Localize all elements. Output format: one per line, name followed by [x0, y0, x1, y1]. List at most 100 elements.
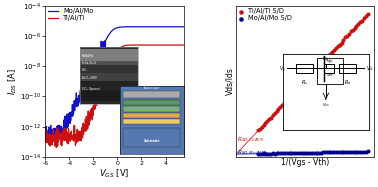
Text: $R_{SD,Mo/Al/Mo}$: $R_{SD,Mo/Al/Mo}$	[237, 149, 270, 157]
Mo/Al/Mo S/D	[309, 151, 315, 154]
Ti/Al/Ti S/D	[327, 53, 333, 56]
Ti/Al/Ti S/D	[311, 70, 317, 73]
Ti/Al/Ti S/D	[353, 25, 359, 28]
Mo/Al/Mo S/D	[353, 150, 359, 153]
Mo/Al/Mo S/D	[272, 152, 278, 155]
Ti/Al/Ti	[127, 44, 132, 46]
Mo/Al/Mo S/D	[281, 152, 287, 155]
Ti/Al/Ti S/D	[279, 104, 285, 107]
Mo/Al/Mo S/D	[331, 151, 337, 154]
Mo/Al/Mo S/D	[357, 150, 363, 153]
Ti/Al/Ti	[162, 44, 167, 46]
Y-axis label: Vds/Ids: Vds/Ids	[226, 67, 235, 95]
Ti/Al/Ti S/D	[281, 102, 287, 105]
Mo/Al/Mo S/D	[335, 151, 341, 154]
Ti/Al/Ti S/D	[292, 89, 298, 92]
Mo/Al/Mo S/D	[262, 152, 268, 155]
Mo/Al/Mo S/D	[290, 152, 296, 155]
Legend: Ti/Al/Ti S/D, Mo/Al/Mo S/D: Ti/Al/Ti S/D, Mo/Al/Mo S/D	[238, 8, 293, 22]
Mo/Al/Mo S/D	[316, 151, 322, 154]
Mo/Al/Mo	[131, 26, 136, 28]
Mo/Al/Mo S/D	[339, 151, 345, 154]
Ti/Al/Ti S/D	[322, 59, 328, 62]
Mo/Al/Mo S/D	[296, 151, 302, 154]
Mo/Al/Mo S/D	[303, 151, 309, 154]
Mo/Al/Mo	[162, 26, 167, 28]
Ti/Al/Ti S/D	[325, 53, 332, 56]
Ti/Al/Ti S/D	[318, 63, 324, 66]
Ti/Al/Ti S/D	[314, 67, 321, 70]
Ti/Al/Ti S/D	[259, 125, 265, 128]
Mo/Al/Mo S/D	[264, 152, 270, 155]
Ti/Al/Ti S/D	[301, 81, 307, 84]
Ti/Al/Ti S/D	[298, 83, 304, 86]
Ti/Al/Ti S/D	[348, 30, 354, 33]
Mo/Al/Mo S/D	[365, 150, 371, 153]
Mo/Al/Mo S/D	[301, 151, 307, 154]
Mo/Al/Mo S/D	[348, 150, 354, 153]
Mo/Al/Mo S/D	[299, 151, 305, 154]
Mo/Al/Mo S/D	[270, 152, 276, 155]
Mo/Al/Mo S/D	[255, 152, 261, 155]
Legend: Mo/Al/Mo, Ti/Al/Ti: Mo/Al/Mo, Ti/Al/Ti	[47, 8, 94, 22]
Ti/Al/Ti S/D	[285, 98, 291, 101]
Ti/Al/Ti	[148, 44, 153, 46]
Mo/Al/Mo S/D	[305, 151, 311, 154]
Ti/Al/Ti S/D	[316, 64, 322, 67]
Ti/Al/Ti S/D	[329, 50, 335, 53]
Ti/Al/Ti S/D	[339, 41, 345, 44]
Mo/Al/Mo S/D	[259, 152, 265, 155]
Mo/Al/Mo S/D	[276, 152, 282, 155]
Mo/Al/Mo S/D	[268, 152, 274, 155]
Ti/Al/Ti S/D	[320, 61, 326, 64]
Ti/Al/Ti S/D	[307, 74, 313, 77]
Ti/Al/Ti S/D	[268, 116, 274, 119]
Ti/Al/Ti S/D	[346, 33, 352, 36]
Ti/Al/Ti S/D	[287, 96, 293, 99]
Ti/Al/Ti	[43, 140, 48, 142]
Ti/Al/Ti S/D	[294, 88, 300, 91]
Ti/Al/Ti	[51, 134, 56, 136]
Mo/Al/Mo S/D	[260, 152, 266, 155]
Mo/Al/Mo S/D	[344, 150, 350, 153]
Ti/Al/Ti S/D	[257, 128, 263, 131]
Mo/Al/Mo S/D	[277, 152, 283, 155]
Mo/Al/Mo	[148, 26, 153, 28]
Mo/Al/Mo	[127, 26, 132, 28]
Ti/Al/Ti S/D	[324, 56, 330, 59]
Mo/Al/Mo S/D	[342, 151, 349, 154]
Ti/Al/Ti S/D	[266, 117, 272, 120]
Mo/Al/Mo S/D	[329, 151, 335, 154]
Mo/Al/Mo S/D	[350, 150, 356, 153]
Text: $R_{SD,Ti/Al/Ti}$: $R_{SD,Ti/Al/Ti}$	[237, 136, 265, 144]
Ti/Al/Ti	[181, 44, 186, 46]
Mo/Al/Mo S/D	[318, 151, 324, 154]
Mo/Al/Mo	[51, 138, 56, 141]
Mo/Al/Mo S/D	[279, 152, 285, 155]
Ti/Al/Ti	[54, 146, 59, 149]
Ti/Al/Ti S/D	[283, 100, 289, 103]
Mo/Al/Mo S/D	[359, 150, 365, 153]
Y-axis label: $I_{DS}$ [A]: $I_{DS}$ [A]	[6, 68, 19, 95]
Mo/Al/Mo S/D	[313, 151, 319, 154]
Ti/Al/Ti S/D	[264, 119, 270, 122]
Mo/Al/Mo S/D	[341, 150, 347, 153]
Mo/Al/Mo S/D	[355, 150, 361, 153]
Ti/Al/Ti S/D	[255, 129, 261, 132]
Mo/Al/Mo S/D	[266, 152, 272, 155]
Ti/Al/Ti S/D	[296, 86, 302, 89]
Ti/Al/Ti S/D	[276, 108, 282, 111]
Ti/Al/Ti S/D	[337, 43, 343, 46]
Ti/Al/Ti S/D	[260, 123, 266, 126]
Mo/Al/Mo S/D	[352, 150, 358, 153]
Mo/Al/Mo S/D	[283, 152, 289, 155]
Ti/Al/Ti	[124, 44, 128, 47]
Ti/Al/Ti S/D	[270, 113, 276, 116]
Ti/Al/Ti S/D	[288, 94, 294, 97]
Ti/Al/Ti S/D	[309, 72, 315, 75]
Ti/Al/Ti S/D	[344, 34, 350, 37]
Ti/Al/Ti S/D	[333, 46, 339, 49]
Ti/Al/Ti S/D	[299, 82, 305, 85]
Mo/Al/Mo S/D	[325, 151, 332, 154]
Ti/Al/Ti	[131, 44, 136, 46]
